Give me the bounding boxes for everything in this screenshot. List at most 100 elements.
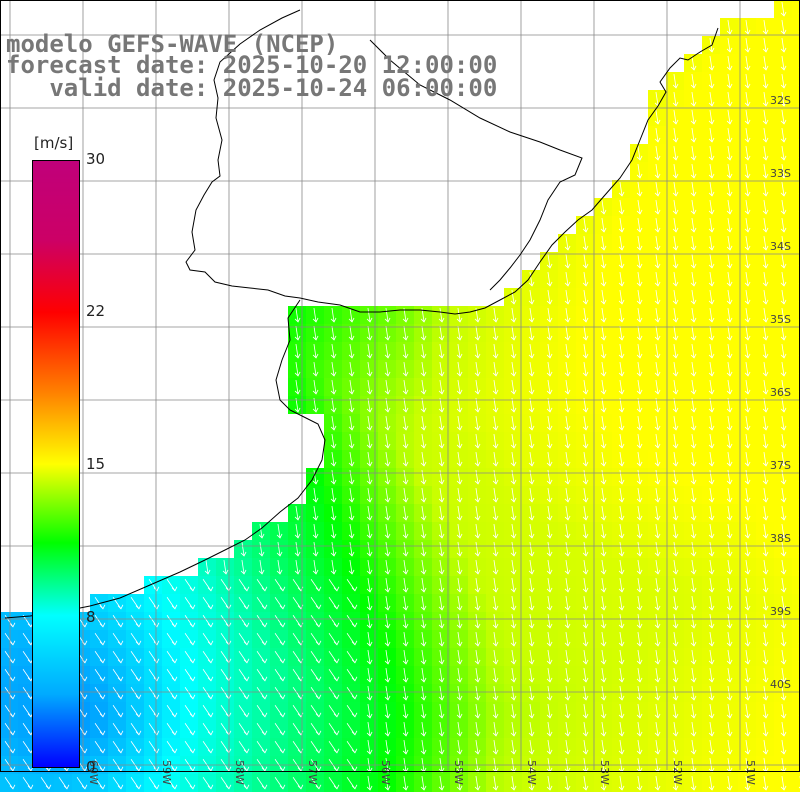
wind-arrow: [528, 578, 535, 593]
wind-arrow: [528, 704, 535, 719]
wind-arrow: [348, 362, 355, 377]
wind-arrow: [654, 236, 661, 251]
wind-arrow: [402, 668, 409, 683]
wind-arrow: [528, 380, 535, 395]
wind-arrow: [256, 650, 268, 664]
wind-arrow: [492, 668, 499, 683]
wind-arrow: [744, 110, 751, 125]
wind-arrow: [184, 632, 196, 646]
wind-arrow: [202, 722, 214, 736]
wind-arrow: [690, 452, 697, 467]
wind-arrow: [328, 686, 340, 700]
wind-arrow: [456, 362, 463, 377]
wind-arrow: [528, 776, 535, 791]
wind-arrow: [510, 632, 517, 647]
wind-arrow: [726, 272, 733, 287]
wind-arrow: [202, 776, 214, 790]
wind-arrow: [546, 290, 553, 305]
wind-arrow: [762, 164, 769, 179]
wind-arrow: [238, 704, 250, 718]
wind-arrow: [618, 290, 625, 305]
wind-arrow: [328, 650, 340, 664]
wind-arrow: [654, 614, 661, 629]
wind-arrow: [438, 542, 445, 557]
wind-arrow: [726, 92, 733, 107]
wind-arrow: [456, 596, 463, 611]
wind-arrow: [528, 542, 535, 557]
wind-arrow: [690, 254, 697, 269]
wind-arrow: [274, 722, 286, 736]
wind-arrow: [492, 776, 499, 791]
wind-arrow: [330, 524, 337, 539]
wind-arrow: [636, 362, 643, 377]
wind-arrow: [474, 524, 481, 539]
wind-cell: [792, 144, 800, 162]
wind-arrow: [384, 686, 391, 701]
lon-label: 59W: [160, 760, 173, 785]
wind-arrow: [762, 452, 769, 467]
wind-arrow: [762, 650, 769, 665]
wind-arrow: [4, 614, 16, 628]
wind-arrow: [690, 650, 697, 665]
wind-arrow: [402, 632, 409, 647]
wind-arrow: [672, 128, 679, 143]
wind-arrow: [564, 650, 571, 665]
lat-label: 38S: [770, 532, 791, 545]
wind-arrow: [402, 740, 409, 755]
wind-arrow: [274, 776, 286, 790]
wind-arrow: [402, 686, 409, 701]
wind-arrow: [582, 254, 589, 269]
wind-arrow: [366, 344, 373, 359]
wind-arrow: [456, 542, 463, 557]
wind-cell: [792, 0, 800, 18]
wind-arrow: [780, 452, 787, 467]
wind-arrow: [528, 722, 535, 737]
wind-arrow: [780, 254, 787, 269]
wind-arrow: [582, 776, 589, 791]
wind-arrow: [744, 290, 751, 305]
wind-arrow: [690, 182, 697, 197]
wind-arrow: [762, 128, 769, 143]
wind-arrow: [654, 578, 661, 593]
wind-arrow: [456, 740, 463, 755]
wind-arrow: [492, 506, 499, 521]
wind-arrow: [780, 164, 787, 179]
wind-arrow: [744, 146, 751, 161]
wind-arrow: [564, 542, 571, 557]
wind-arrow: [636, 722, 643, 737]
wind-arrow: [366, 578, 373, 593]
wind-arrow: [762, 560, 769, 575]
wind-arrow: [94, 686, 106, 700]
wind-arrow: [744, 416, 751, 431]
wind-arrow: [510, 380, 517, 395]
wind-arrow: [762, 236, 769, 251]
wind-arrow: [762, 182, 769, 197]
wind-arrow: [582, 578, 589, 593]
wind-arrow: [780, 182, 787, 197]
wind-arrow: [456, 488, 463, 503]
wind-arrow: [202, 578, 214, 592]
wind-arrow: [456, 308, 463, 323]
wind-arrow: [384, 596, 391, 611]
wind-arrow: [474, 506, 481, 521]
lon-label: 54W: [525, 760, 538, 785]
wind-arrow: [238, 668, 250, 682]
colorbar-tick-30: 30: [86, 150, 106, 168]
wind-arrow: [366, 560, 373, 575]
wind-arrow: [402, 578, 409, 593]
wind-arrow: [744, 542, 751, 557]
wind-arrow: [510, 650, 517, 665]
wind-arrow: [312, 380, 319, 395]
wind-arrow: [618, 380, 625, 395]
wind-arrow: [402, 506, 409, 521]
wind-arrow: [600, 236, 607, 251]
wind-arrow: [94, 650, 106, 664]
wind-arrow: [726, 614, 733, 629]
wind-arrow: [690, 542, 697, 557]
wind-arrow: [672, 326, 679, 341]
wind-arrow: [600, 452, 607, 467]
wind-arrow: [618, 200, 625, 215]
lon-label: 56W: [379, 760, 392, 785]
lat-label: 33S: [770, 167, 791, 180]
wind-arrow: [492, 632, 499, 647]
